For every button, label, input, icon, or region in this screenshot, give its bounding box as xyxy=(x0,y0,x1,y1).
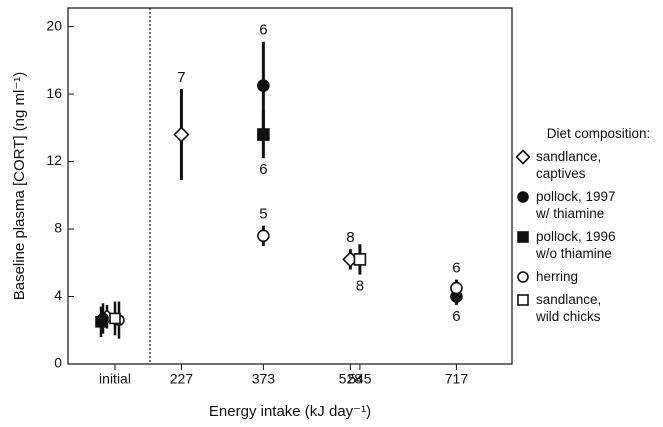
marker xyxy=(95,316,107,328)
sample-size-label: 5 xyxy=(259,206,267,223)
marker xyxy=(257,229,270,243)
x-tick-label: 545 xyxy=(348,371,372,387)
chart: Energy intake (kJ day⁻¹) Baseline plasma… xyxy=(11,7,513,420)
marker xyxy=(517,231,529,243)
sample-size-label: 6 xyxy=(259,161,267,178)
sample-size-label: 7 xyxy=(177,69,185,86)
plot-frame xyxy=(67,7,513,365)
legend-label: sandlance, wild chicks xyxy=(536,292,602,324)
legend-title: Diet composition: xyxy=(546,126,651,141)
x-tick-label: 373 xyxy=(252,371,276,387)
sample-size-label: 8 xyxy=(346,229,354,246)
y-tick-label: 8 xyxy=(54,220,62,236)
marker xyxy=(109,312,121,325)
y-tick-label: 12 xyxy=(46,152,62,168)
y-tick-label: 20 xyxy=(46,17,62,33)
legend-marker xyxy=(516,149,530,165)
legend-label: herring xyxy=(536,269,579,284)
marker xyxy=(257,128,270,141)
y-axis-label: Baseline plasma [CORT] (ng ml⁻¹) xyxy=(11,72,28,301)
sample-size-label: 6 xyxy=(452,260,460,277)
marker xyxy=(517,191,529,203)
marker xyxy=(517,294,529,306)
x-axis-label: Energy intake (kJ day⁻¹) xyxy=(209,403,371,420)
legend-label: sandlance, captives xyxy=(536,149,602,181)
legend-marker xyxy=(517,191,529,203)
legend-item: herring xyxy=(516,268,661,285)
legend: Diet composition: sandlance, captives pol… xyxy=(516,125,661,325)
legend-label: pollock, 1996 w/o thiamine xyxy=(536,229,616,261)
sample-size-label: 6 xyxy=(452,308,460,325)
marker xyxy=(353,253,367,266)
marker xyxy=(450,281,463,295)
legend-item: sandlance, wild chicks xyxy=(516,291,661,325)
legend-item: pollock, 1996 w/o thiamine xyxy=(516,228,661,262)
legend-marker xyxy=(517,231,529,243)
marker xyxy=(173,126,190,143)
legend-item: pollock, 1997 w/ thiamine xyxy=(516,188,661,222)
legend-marker xyxy=(517,294,529,306)
marker xyxy=(517,271,529,283)
sample-size-label: 6 xyxy=(259,22,267,39)
x-tick-label: 717 xyxy=(445,371,469,387)
y-tick-label: 0 xyxy=(54,355,62,371)
sample-size-label: 8 xyxy=(356,278,364,295)
y-tick-label: 4 xyxy=(54,287,62,303)
marker xyxy=(257,79,270,92)
x-tick-label: 528 xyxy=(339,371,363,387)
legend-item: sandlance, captives xyxy=(516,148,661,182)
marker xyxy=(516,149,530,165)
x-tick-label: 227 xyxy=(170,371,194,387)
y-tick-label: 16 xyxy=(46,85,62,101)
legend-label: pollock, 1997 w/ thiamine xyxy=(536,189,616,221)
x-tick-label: initial xyxy=(99,371,131,387)
legend-marker xyxy=(517,271,529,283)
